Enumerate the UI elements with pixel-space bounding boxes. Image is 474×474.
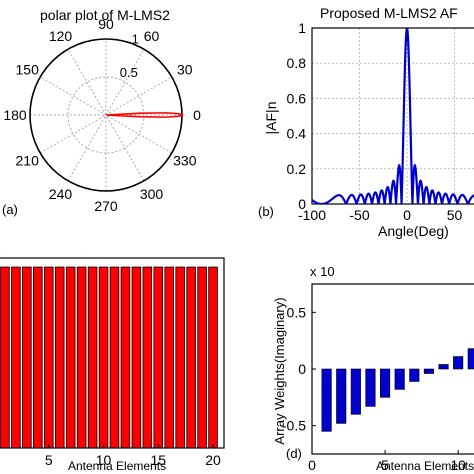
polar-angle-label: 330: [173, 153, 197, 169]
real-weight-bar: [98, 266, 109, 449]
polar-plot-title: polar plot of M-LMS2: [40, 7, 170, 23]
polar-angle-label: 0: [193, 107, 201, 123]
polar-angle-label: 210: [16, 153, 40, 169]
real-weight-bar: [33, 266, 43, 449]
real-weight-bar: [164, 266, 175, 449]
imaginary-weights-multiplier: x 10: [310, 264, 335, 279]
real-weight-bar: [87, 266, 98, 449]
real-weight-bar: [197, 266, 207, 449]
real-weight-bar: [109, 266, 120, 449]
real-weight-bar: [11, 266, 21, 449]
real-weight-bar: [208, 266, 218, 449]
real-weight-bar: [120, 266, 131, 449]
real-weight-bar: [175, 266, 185, 449]
array-factor-ytick-label: 0: [298, 196, 306, 212]
polar-radial-tick-label: 1: [132, 32, 139, 47]
array-factor-title: Proposed M-LMS2 AF: [320, 5, 458, 21]
imaginary-weights-plot-area: [321, 348, 474, 432]
polar-angle-label: 120: [49, 28, 73, 44]
imaginary-weight-bar: [321, 368, 332, 432]
array-factor-xtick-label: 0: [403, 207, 411, 223]
imaginary-weights-ytick-label: 0: [298, 361, 306, 377]
real-weight-bar: [65, 266, 76, 449]
real-weights-xtick-label: 15: [150, 452, 166, 468]
real-weight-bar: [76, 266, 87, 449]
real-weight-bar: [153, 266, 164, 449]
real-weights-xtick-label: 10: [96, 452, 112, 468]
panel-label-d: (d): [286, 446, 302, 461]
imaginary-weights-ytick-label: -0.5: [282, 418, 306, 434]
polar-angle-label: 60: [144, 28, 160, 44]
imaginary-weights-panel: -0.5 0 0.5 0 5 10 x 10 Array Weights(Imaginar…: [272, 264, 474, 473]
real-weight-bar: [43, 266, 54, 449]
polar-angle-label: 90: [98, 16, 114, 32]
real-weights-xtick-label: 5: [45, 452, 53, 468]
real-weights-xtick-label: 20: [205, 452, 221, 468]
axes-frame: [311, 283, 474, 455]
array-factor-panel: Proposed M-LMS2 AF 0 0.2 0.4 0.6 0.8 1 -100 -50…: [258, 5, 474, 239]
real-weight-bar: [142, 266, 153, 449]
axes-frame: [311, 27, 474, 205]
array-factor-xtick-label: -100: [298, 207, 326, 223]
imaginary-weights-xtick-label: 5: [381, 457, 389, 473]
imaginary-weights-xtick-label: 10: [450, 457, 466, 473]
imaginary-weight-bar: [409, 368, 420, 382]
imaginary-weight-bar: [423, 368, 434, 374]
panel-label-a: (a): [2, 202, 18, 217]
polar-radial-tick-label: 0.5: [120, 65, 138, 80]
polar-angle-label: 180: [3, 107, 27, 123]
real-weights-axes: 5 10 15 20: [0, 257, 225, 468]
imaginary-weights-ytick-label: 0.5: [287, 304, 307, 320]
imaginary-weights-xlabel: Antenna Elements: [376, 459, 474, 473]
real-weight-bar: [131, 266, 142, 449]
polar-angle-label: 270: [94, 198, 118, 214]
imaginary-weights-axes: -0.5 0 0.5 0 5 10: [282, 283, 474, 473]
array-factor-ytick-label: 0.2: [287, 161, 307, 177]
polar-angle-label: 150: [16, 62, 40, 78]
imaginary-weights-ylabel: Array Weights(Imaginary): [272, 297, 287, 444]
real-weight-bar: [186, 266, 196, 449]
real-weight-bar: [0, 266, 10, 449]
imaginary-weight-bar: [336, 368, 347, 424]
imaginary-weights-xtick-label: 0: [308, 457, 316, 473]
real-weight-bar: [54, 266, 65, 449]
panel-label-b: (b): [258, 204, 274, 219]
array-factor-plot-area: [312, 28, 474, 204]
array-factor-ytick-label: 0.4: [287, 126, 307, 142]
array-factor-ylabel: |AF|n: [263, 102, 279, 135]
real-weights-panel: 5 10 15 20 Antenna Elements: [0, 257, 225, 473]
polar-plot-panel: polar plot of M-LMS2 0.51906030033030027…: [2, 7, 201, 217]
array-factor-xlabel: Angle(Deg): [378, 223, 449, 239]
axes-frame: [0, 257, 225, 449]
imaginary-weight-bar: [350, 368, 361, 415]
imaginary-weight-bar: [365, 368, 376, 407]
array-factor-ytick-label: 1: [298, 20, 306, 36]
array-factor-ytick-label: 0.8: [287, 55, 307, 71]
real-weight-bar: [22, 266, 32, 449]
imaginary-weight-bar: [453, 356, 464, 370]
real-weights-xlabel: Antenna Elements: [68, 459, 166, 473]
polar-angle-label: 240: [49, 186, 73, 202]
polar-series: [105, 112, 185, 118]
polar-angle-label: 30: [177, 62, 193, 78]
array-factor-xtick-label: 50: [447, 207, 463, 223]
imaginary-weight-bar: [380, 368, 391, 398]
imaginary-weight-bar: [394, 368, 405, 390]
array-factor-axes: 0 0.2 0.4 0.6 0.8 1 -100 -50 0 50: [287, 20, 474, 223]
imaginary-weight-bar: [467, 348, 474, 370]
polar-angle-label: 300: [140, 186, 164, 202]
imaginary-weight-bar: [438, 364, 449, 370]
array-factor-xtick-label: -50: [349, 207, 369, 223]
array-factor-series-line: [312, 28, 474, 204]
polar-series-line: [105, 112, 185, 118]
array-factor-ytick-label: 0.6: [287, 90, 307, 106]
polar-ring: [67, 76, 145, 154]
